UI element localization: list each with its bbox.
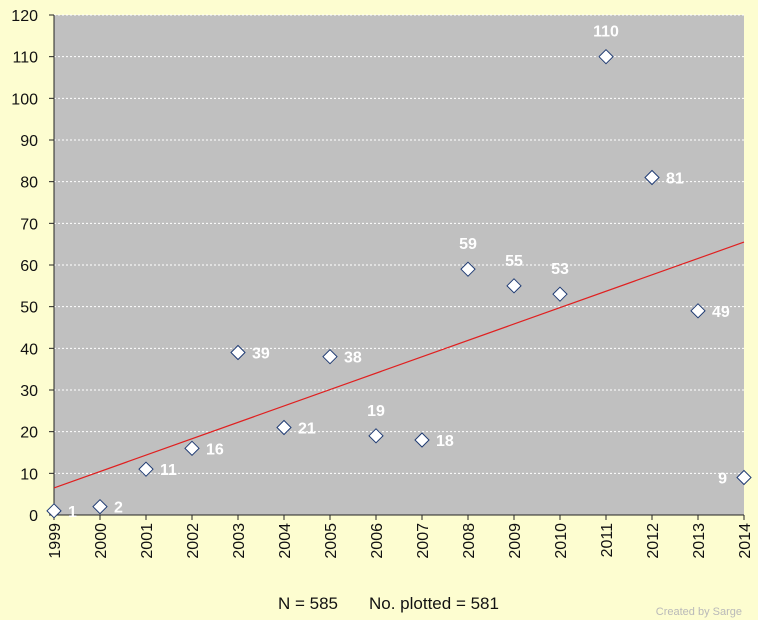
data-point [644,169,660,186]
data-label: 38 [344,350,362,367]
data-point [184,440,200,457]
data-label: 9 [718,471,727,488]
x-tick-label: 2001 [139,523,156,559]
x-tick-label: 1999 [47,523,64,559]
gridlines [54,14,744,474]
data-label: 81 [666,171,684,188]
data-label: 49 [712,304,730,321]
data-point [230,344,246,361]
data-point [736,469,752,486]
data-label: 2 [114,500,123,517]
data-label: 53 [551,261,569,278]
data-label: 21 [298,421,316,438]
data-point [414,432,430,448]
x-tick-label: 2009 [507,523,524,559]
x-tick-label: 2006 [369,523,386,559]
x-tick-label: 2002 [185,523,202,559]
data-point [460,261,476,277]
y-tick-label: 80 [20,175,38,192]
data-label: 55 [505,253,523,270]
y-tick-label: 120 [11,8,38,25]
data-label: 11 [160,462,177,479]
x-tick-label: 2000 [93,523,110,559]
x-tick-label: 2011 [599,523,616,558]
y-tick-label: 100 [11,91,38,108]
y-tick-label: 90 [20,133,38,150]
y-tick-label: 0 [29,508,38,525]
data-label: 19 [367,403,385,420]
y-tick-label: 110 [12,50,38,67]
axes [49,14,745,520]
footer-plotted-count: No. plotted = 581 [369,594,499,613]
data-label: 18 [436,433,454,450]
x-tick-label: 2010 [553,523,570,559]
data-point [276,419,292,436]
data-label: 39 [252,346,270,363]
x-tick-label: 2005 [323,523,340,559]
data-point [552,286,568,302]
y-tick-label: 30 [20,383,38,400]
y-tick-label: 70 [20,216,38,233]
x-tick-label: 2013 [691,523,708,559]
x-tick-label: 2012 [645,523,662,559]
y-tick-label: 60 [20,258,38,275]
data-point [92,498,108,515]
data-point [138,461,154,477]
y-tick-label: 10 [20,466,38,483]
x-tick-label: 2008 [461,523,478,559]
data-point [322,348,338,365]
x-tick-label: 2004 [277,523,294,559]
x-tick-label: 2014 [737,523,754,559]
data-point [506,278,522,294]
footer-n-count: N = 585 [278,594,338,613]
data-label: 110 [593,24,619,41]
y-tick-labels: 0 10 20 30 40 50 60 70 80 90 100 110 120 [11,8,38,525]
x-tick-label: 2003 [231,523,248,559]
credit-text: Created by Sarge [656,606,742,618]
data-labels: 1 2 11 16 39 21 38 19 18 59 55 53 110 81 49 9 [68,24,730,521]
data-label: 16 [206,441,224,458]
x-tick-label: 2007 [415,523,432,559]
data-points [46,48,752,519]
data-label: 1 [68,504,77,521]
data-point [46,503,62,519]
data-point [690,303,706,319]
x-tick-labels: 1999 2000 2001 2002 2003 2004 2005 2006 2007 2008… [47,523,754,559]
y-tick-label: 50 [20,300,38,317]
y-tick-label: 40 [20,341,38,358]
data-label: 59 [459,236,477,253]
data-point [598,48,614,65]
trendline [53,241,745,489]
data-point [368,428,384,444]
y-tick-label: 20 [20,425,38,442]
